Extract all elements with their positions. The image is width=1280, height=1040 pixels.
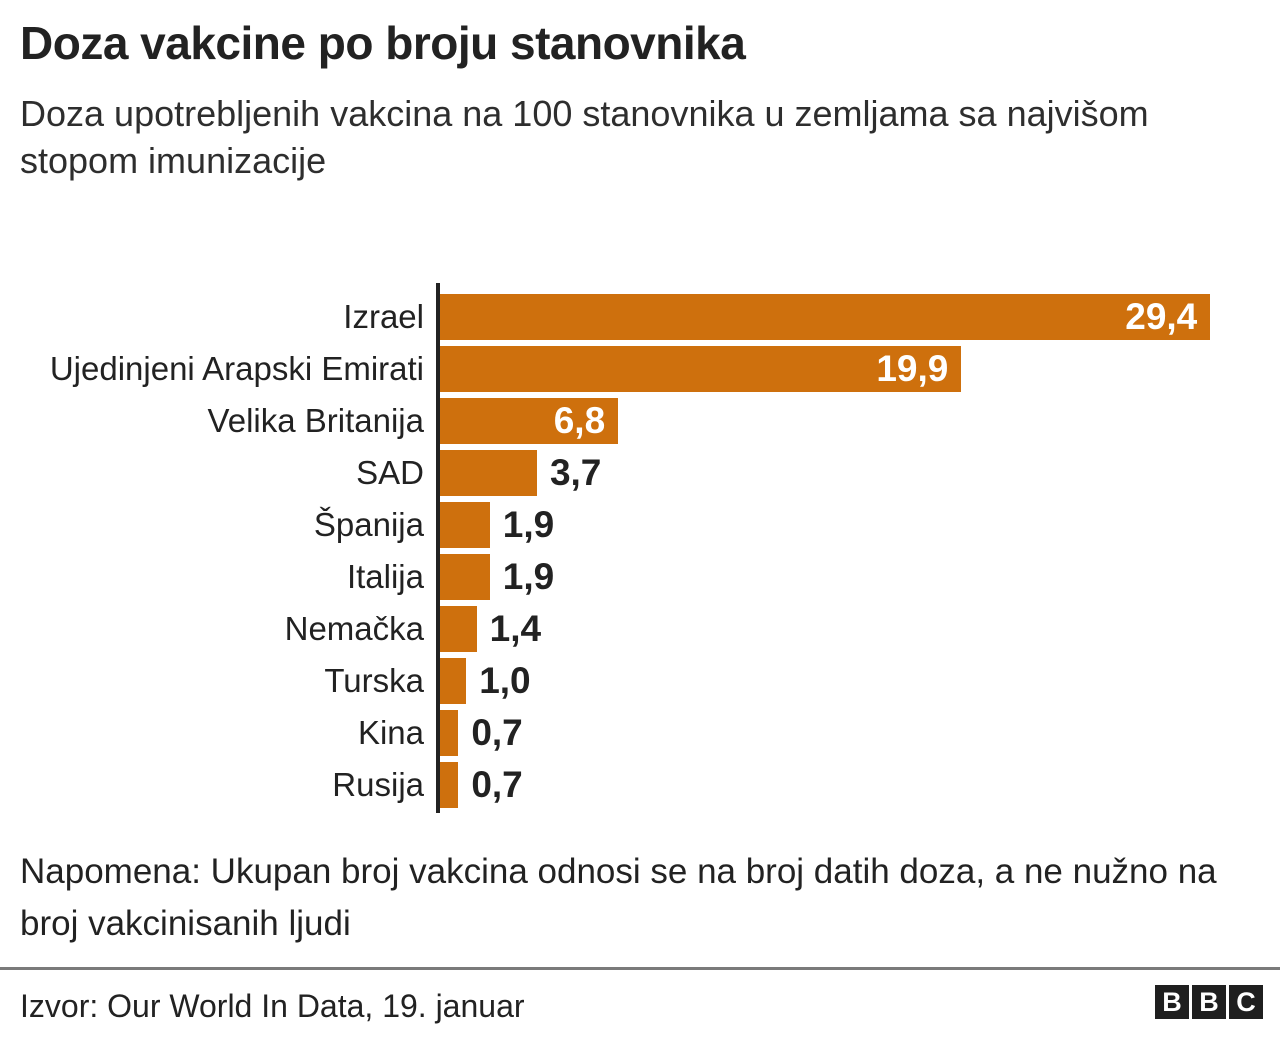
bar-rows: Izrael 29,4 Ujedinjeni Arapski Emirati 19,9…: [0, 294, 1280, 808]
bar-chart: Izrael 29,4 Ujedinjeni Arapski Emirati 19,9…: [0, 283, 1280, 813]
value-label: 6,8: [553, 400, 606, 441]
bar-area: 1,9: [440, 554, 1280, 600]
bar: [440, 658, 467, 704]
bbc-logo-letter: B: [1192, 985, 1226, 1019]
value-label: 19,9: [876, 348, 949, 389]
bar-row: Rusija 0,7: [0, 762, 1280, 808]
value-label: 1,9: [502, 556, 555, 597]
bar-area: 29,4: [440, 294, 1280, 340]
bar-area: 1,4: [440, 606, 1280, 652]
bar: [440, 606, 477, 652]
bar: [440, 762, 459, 808]
bar-row: SAD 3,7: [0, 450, 1280, 496]
category-label: Kina: [357, 714, 424, 751]
bar: 29,4: [440, 294, 1211, 340]
bar-row: Ujedinjeni Arapski Emirati 19,9: [0, 346, 1280, 392]
category-label: Rusija: [332, 766, 424, 803]
footer-divider: [0, 967, 1280, 970]
bar-area: 0,7: [440, 762, 1280, 808]
chart-note: Napomena: Ukupan broj vakcina odnosi se …: [20, 852, 1217, 943]
category-label: Italija: [346, 558, 424, 595]
bar: 19,9: [440, 346, 962, 392]
category-label: Turska: [324, 662, 424, 699]
bar-row: Kina 0,7: [0, 710, 1280, 756]
category-label: Španija: [313, 506, 424, 543]
category-label: SAD: [356, 454, 424, 491]
bar: [440, 450, 537, 496]
bar: [440, 554, 490, 600]
bar: 6,8: [440, 398, 619, 444]
bar-area: 19,9: [440, 346, 1280, 392]
bar-row: Turska 1,0: [0, 658, 1280, 704]
bbc-logo-letter: C: [1229, 985, 1263, 1019]
bar: [440, 502, 490, 548]
bbc-logo-letter: B: [1155, 985, 1189, 1019]
chart-subtitle: Doza upotrebljenih vakcina na 100 stanov…: [20, 93, 1149, 181]
bar-area: 1,0: [440, 658, 1280, 704]
source-text: Izvor: Our World In Data, 19. januar: [20, 988, 525, 1024]
value-label: 1,4: [489, 608, 542, 649]
value-label: 1,9: [502, 504, 555, 545]
bar-area: 0,7: [440, 710, 1280, 756]
bar-row: Velika Britanija 6,8: [0, 398, 1280, 444]
bar: [440, 710, 459, 756]
value-label: 1,0: [479, 660, 531, 701]
category-label: Ujedinjeni Arapski Emirati: [49, 350, 424, 387]
page-title: Doza vakcine po broju stanovnika: [20, 17, 746, 69]
category-label: Nemačka: [284, 610, 424, 647]
category-label: Velika Britanija: [207, 402, 424, 439]
value-label: 29,4: [1125, 296, 1198, 337]
bar-area: 6,8: [440, 398, 1280, 444]
bar-area: 3,7: [440, 450, 1280, 496]
value-label: 0,7: [471, 764, 523, 805]
category-label: Izrael: [343, 298, 424, 335]
bar-row: Španija 1,9: [0, 502, 1280, 548]
bar-area: 1,9: [440, 502, 1280, 548]
value-label: 3,7: [549, 452, 602, 493]
bar-row: Italija 1,9: [0, 554, 1280, 600]
value-label: 0,7: [471, 712, 523, 753]
bar-row: Nemačka 1,4: [0, 606, 1280, 652]
bar-row: Izrael 29,4: [0, 294, 1280, 340]
y-axis-line: [436, 283, 440, 813]
